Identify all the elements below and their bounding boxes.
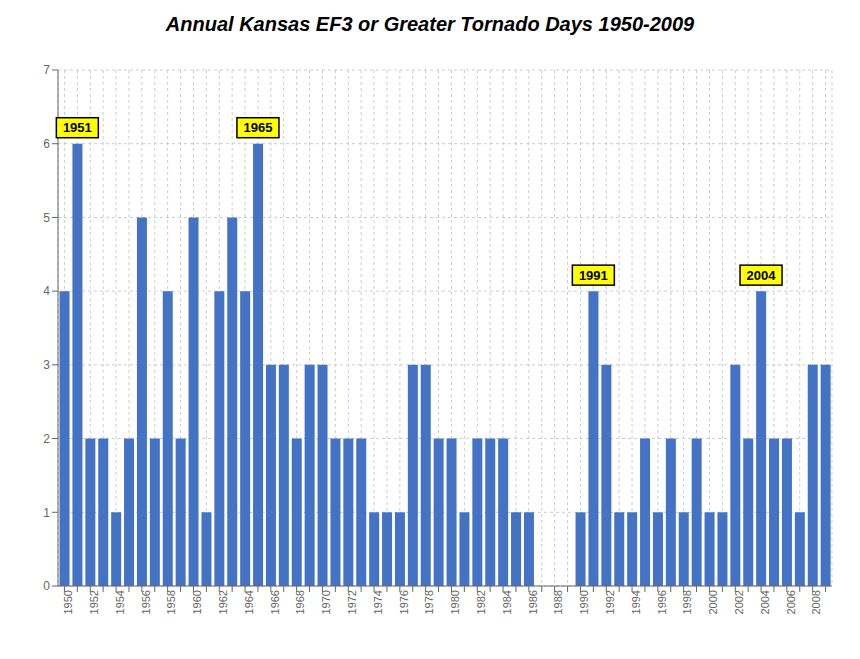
svg-text:1968: 1968 xyxy=(294,590,306,614)
svg-text:1950: 1950 xyxy=(62,590,74,614)
svg-text:1952: 1952 xyxy=(88,590,100,614)
svg-text:1962: 1962 xyxy=(217,590,229,614)
svg-text:4: 4 xyxy=(43,284,50,298)
svg-text:2008: 2008 xyxy=(810,590,822,614)
svg-text:0: 0 xyxy=(43,579,50,593)
svg-text:1990: 1990 xyxy=(578,590,590,614)
svg-text:1954: 1954 xyxy=(114,590,126,614)
svg-text:2: 2 xyxy=(43,432,50,446)
svg-text:1982: 1982 xyxy=(475,590,487,614)
svg-text:1964: 1964 xyxy=(243,590,255,614)
svg-text:1966: 1966 xyxy=(269,590,281,614)
svg-text:7: 7 xyxy=(43,63,50,77)
svg-text:1: 1 xyxy=(43,506,50,520)
svg-text:1974: 1974 xyxy=(372,590,384,614)
svg-text:1978: 1978 xyxy=(423,590,435,614)
svg-text:2002: 2002 xyxy=(733,590,745,614)
svg-text:1965: 1965 xyxy=(243,120,272,135)
svg-text:1996: 1996 xyxy=(656,590,668,614)
svg-text:1986: 1986 xyxy=(527,590,539,614)
svg-text:1951: 1951 xyxy=(63,120,92,135)
svg-text:2004: 2004 xyxy=(747,268,777,283)
svg-text:1956: 1956 xyxy=(140,590,152,614)
svg-text:1960: 1960 xyxy=(191,590,203,614)
svg-text:1992: 1992 xyxy=(604,590,616,614)
svg-text:1988: 1988 xyxy=(552,590,564,614)
svg-text:1998: 1998 xyxy=(681,590,693,614)
svg-text:1980: 1980 xyxy=(449,590,461,614)
svg-text:1984: 1984 xyxy=(501,590,513,614)
svg-text:1991: 1991 xyxy=(579,268,608,283)
svg-text:2000: 2000 xyxy=(707,590,719,614)
svg-text:1976: 1976 xyxy=(398,590,410,614)
html-text:Annual Kansas EF3 or Greater T: Annual Kansas EF3 or Greater Tornado Day… xyxy=(165,13,695,35)
svg-text:2006: 2006 xyxy=(785,590,797,614)
svg-text:2004: 2004 xyxy=(759,590,771,614)
svg-text:1958: 1958 xyxy=(165,590,177,614)
svg-text:5: 5 xyxy=(43,211,50,225)
svg-text:1994: 1994 xyxy=(630,590,642,614)
svg-text:6: 6 xyxy=(43,137,50,151)
svg-text:3: 3 xyxy=(43,358,50,372)
svg-text:1970: 1970 xyxy=(320,590,332,614)
svg-text:1972: 1972 xyxy=(346,590,358,614)
